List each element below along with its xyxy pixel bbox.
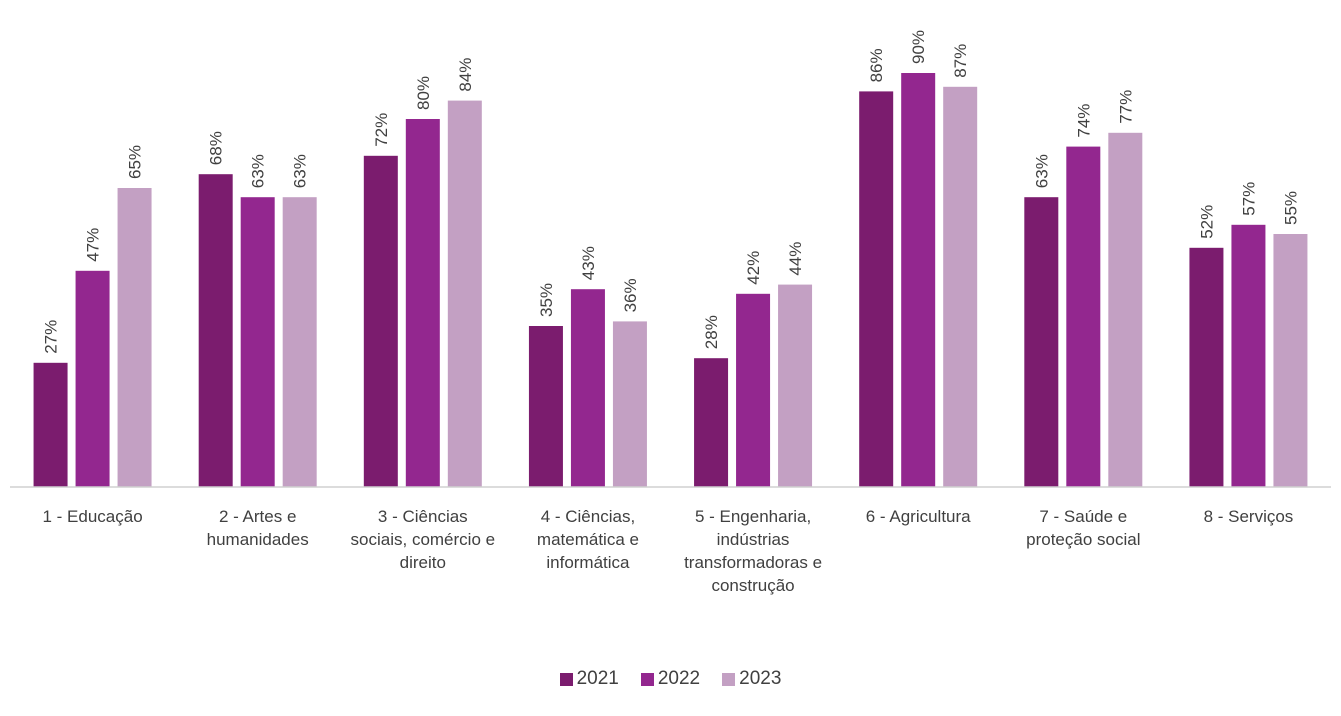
bar-2022-cat-5 <box>736 293 771 487</box>
category-label-line: 2 - Artes e <box>219 507 296 526</box>
bar-2021-cat-4 <box>528 326 563 487</box>
data-label-2021-cat-5: 28% <box>702 315 721 349</box>
legend-label: 2022 <box>657 668 701 689</box>
category-label-7: 7 - Saúde e proteção social <box>1026 507 1140 549</box>
bar-2021-cat-8 <box>1189 247 1224 487</box>
bar-2023-cat-2 <box>282 197 317 487</box>
data-label-2023-cat-8: 55% <box>1281 191 1300 225</box>
bar-2023-cat-3 <box>447 100 482 487</box>
bar-2021-cat-1 <box>33 362 68 487</box>
bar-2022-cat-7 <box>1066 146 1101 487</box>
legend-swatch <box>722 672 736 686</box>
data-label-2022-cat-8: 57% <box>1239 182 1258 216</box>
data-label-2021-cat-6: 86% <box>867 48 886 82</box>
data-label-2021-cat-1: 27% <box>42 320 61 354</box>
category-label-line: 1 - Educação <box>42 507 142 526</box>
bar-2021-cat-3 <box>363 155 398 488</box>
data-label-2022-cat-6: 90% <box>909 30 928 64</box>
category-label-line: 6 - Agricultura <box>866 507 971 526</box>
category-label-2: 2 - Artes e humanidades <box>207 507 309 549</box>
data-label-2023-cat-3: 84% <box>456 58 475 92</box>
data-label-2022-cat-5: 42% <box>744 251 763 285</box>
legend-swatch <box>640 672 654 686</box>
bar-2022-cat-8 <box>1231 224 1266 488</box>
category-label-8: 8 - Serviços <box>1204 507 1294 526</box>
data-label-2023-cat-6: 87% <box>951 44 970 78</box>
bar-2023-cat-7 <box>1108 132 1143 488</box>
data-label-2023-cat-5: 44% <box>786 242 805 276</box>
data-label-2022-cat-3: 80% <box>414 76 433 110</box>
data-label-2021-cat-2: 68% <box>207 131 226 165</box>
category-label-line: transformadoras e <box>684 553 822 572</box>
bar-2021-cat-7 <box>1024 197 1059 487</box>
data-label-2023-cat-4: 36% <box>621 278 640 312</box>
legend-item-2021: 2021 <box>559 668 619 690</box>
data-label-2021-cat-3: 72% <box>372 113 391 147</box>
bars-layer <box>33 73 1308 488</box>
bar-2021-cat-2 <box>198 174 233 487</box>
category-label-line: indústrias <box>717 530 790 549</box>
category-label-line: matemática e <box>537 530 639 549</box>
bar-2022-cat-6 <box>901 73 936 487</box>
category-label-line: humanidades <box>207 530 309 549</box>
bar-2023-cat-8 <box>1273 234 1308 487</box>
category-label-line: 8 - Serviços <box>1204 507 1294 526</box>
category-label-1: 1 - Educação <box>42 507 142 526</box>
data-label-2021-cat-7: 63% <box>1032 154 1051 188</box>
bar-2021-cat-5 <box>694 358 729 487</box>
category-labels-layer: 1 - Educação 2 - Artes e humanidades 3 - Ci… <box>42 507 1293 595</box>
legend-label: 2021 <box>576 668 619 689</box>
data-label-2023-cat-1: 65% <box>126 145 145 179</box>
data-label-2022-cat-1: 47% <box>84 228 103 262</box>
data-label-2022-cat-7: 74% <box>1074 104 1093 138</box>
category-label-line: construção <box>711 576 794 595</box>
bar-2022-cat-3 <box>405 119 440 487</box>
legend-item-2023: 2023 <box>722 668 781 690</box>
category-label-line: proteção social <box>1026 530 1140 549</box>
bar-2023-cat-5 <box>778 284 813 487</box>
category-label-line: informática <box>546 553 630 572</box>
category-label-line: direito <box>400 553 446 572</box>
data-label-2023-cat-7: 77% <box>1116 90 1135 124</box>
category-label-line: 5 - Engenharia, <box>695 507 811 526</box>
data-label-2022-cat-4: 43% <box>579 246 598 280</box>
data-label-2021-cat-4: 35% <box>537 283 556 317</box>
bar-2023-cat-4 <box>612 321 647 487</box>
bar-2023-cat-6 <box>943 86 978 488</box>
category-label-line: 7 - Saúde e <box>1039 507 1127 526</box>
bar-2022-cat-4 <box>570 289 605 487</box>
legend-label: 2023 <box>739 668 782 689</box>
category-label-line: sociais, comércio e <box>351 530 496 549</box>
bar-2023-cat-1 <box>117 188 152 487</box>
category-label-4: 4 - Ciências, matemática e informática <box>537 507 639 572</box>
category-label-6: 6 - Agricultura <box>866 507 971 526</box>
bar-chart: 27% 47% 65% 68% 63% 63% 72% 80% 84% 35% 43% 36% 28% 4… <box>10 30 1331 595</box>
category-label-3: 3 - Ciências sociais, comércio e direito <box>351 507 496 572</box>
category-label-line: 3 - Ciências <box>378 507 468 526</box>
category-label-line: 4 - Ciências, <box>541 507 635 526</box>
bar-2022-cat-1 <box>75 270 110 487</box>
category-label-5: 5 - Engenharia, indústrias transformadoras… <box>684 507 822 595</box>
bar-2022-cat-2 <box>240 197 275 487</box>
bar-2021-cat-6 <box>859 91 894 488</box>
legend-swatch <box>559 672 573 686</box>
data-label-2022-cat-2: 63% <box>249 154 268 188</box>
data-label-2023-cat-2: 63% <box>291 154 310 188</box>
data-label-2021-cat-8: 52% <box>1197 205 1216 239</box>
legend: 2021 2022 2023 <box>0 668 1341 690</box>
legend-item-2022: 2022 <box>640 668 701 690</box>
data-labels-layer: 27% 47% 65% 68% 63% 63% 72% 80% 84% 35% 43% 36% 28% 4… <box>42 30 1301 354</box>
